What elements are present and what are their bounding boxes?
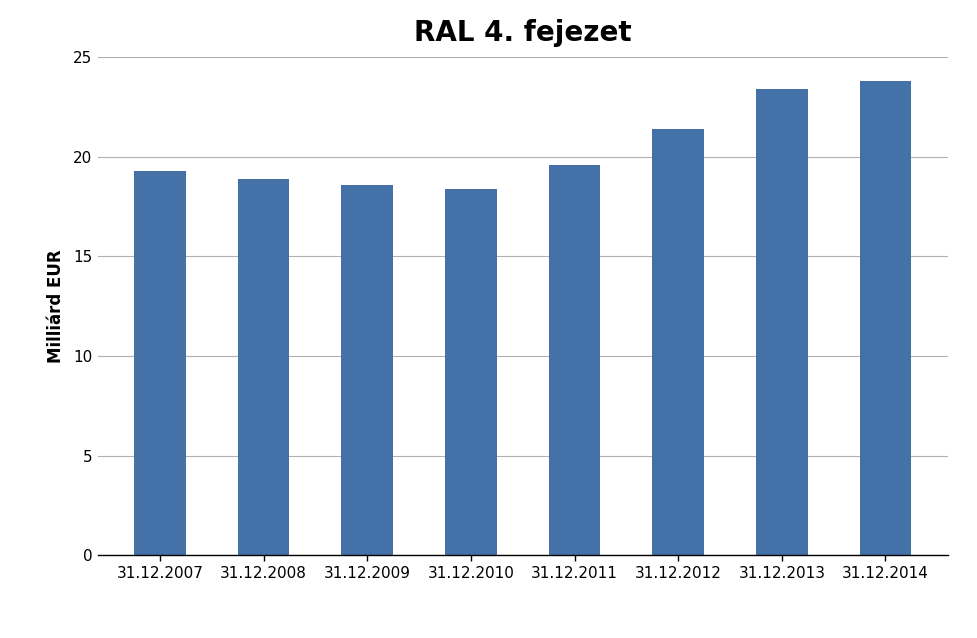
Bar	[653, 129, 704, 555]
Bar	[341, 185, 393, 555]
Bar	[237, 179, 289, 555]
Bar	[445, 189, 496, 555]
Bar	[134, 171, 186, 555]
Bar	[860, 81, 912, 555]
Title: RAL 4. fejezet: RAL 4. fejezet	[414, 19, 631, 47]
Y-axis label: Milliárd EUR: Milliárd EUR	[47, 249, 64, 363]
Bar	[756, 89, 808, 555]
Bar	[549, 165, 601, 555]
